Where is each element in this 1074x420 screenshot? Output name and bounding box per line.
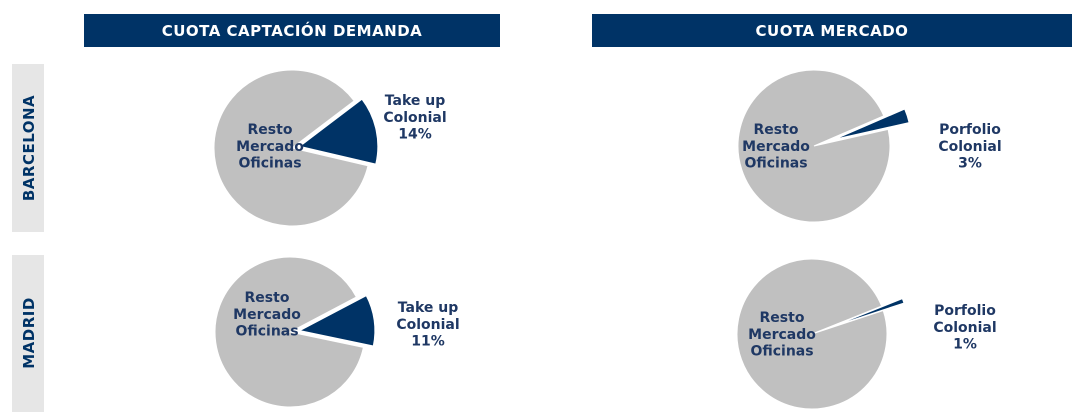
slice-label: Resto Mercado Oficinas [236, 122, 304, 172]
pie-slice [736, 258, 888, 410]
pie-slice [213, 69, 369, 227]
pie-slice [834, 108, 910, 140]
pie-slice [832, 297, 905, 327]
slice-label: Resto Mercado Oficinas [233, 290, 301, 340]
pie-slice [298, 98, 379, 165]
value-label: 1% [953, 337, 977, 353]
pie-slice [214, 256, 365, 408]
column-header: CUOTA MERCADO [756, 22, 909, 40]
row-header-bg [12, 255, 44, 412]
value-label: 3% [958, 156, 982, 172]
column-header: CUOTA CAPTACIÓN DEMANDA [162, 21, 423, 40]
column-header-bg [592, 14, 1072, 47]
row-header: BARCELONA [20, 95, 38, 201]
slice-label: Porfolio Colonial [933, 303, 996, 336]
row-header-bg [12, 64, 44, 232]
slice-label: Porfolio Colonial [938, 122, 1001, 155]
value-label: 11% [411, 334, 445, 350]
column-header-bg [84, 14, 500, 47]
slice-label: Resto Mercado Oficinas [742, 122, 810, 172]
value-label: 14% [398, 127, 432, 143]
pie-slice [298, 294, 376, 347]
slice-label: Take up Colonial [383, 93, 446, 126]
row-header: MADRID [20, 297, 38, 369]
slice-label: Resto Mercado Oficinas [748, 310, 816, 360]
slice-label: Take up Colonial [396, 300, 459, 333]
pie-slice [737, 69, 891, 223]
